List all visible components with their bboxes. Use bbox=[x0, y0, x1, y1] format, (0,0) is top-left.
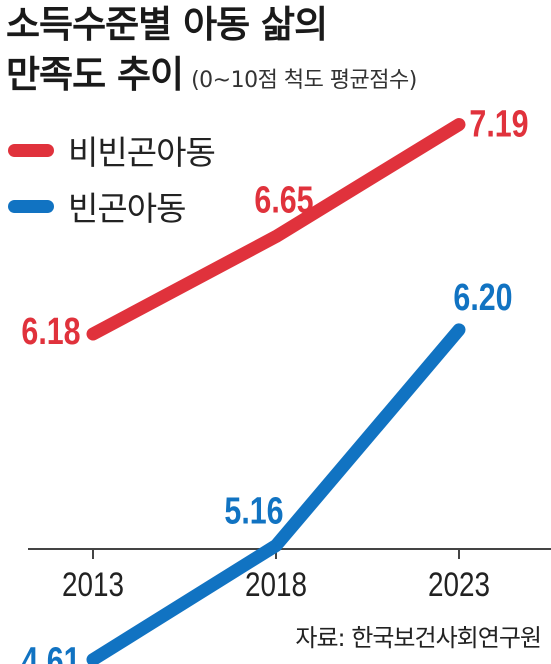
legend-label-non-poor: 비빈곤아동 bbox=[68, 133, 216, 172]
series-1-point-2018 bbox=[275, 544, 277, 547]
legend-swatch-non-poor bbox=[8, 143, 54, 157]
legend-item-poor: 빈곤아동 bbox=[8, 178, 215, 234]
series-1-label-2023: 6.20 bbox=[453, 277, 512, 319]
series-1-label-2013: 4.61 bbox=[21, 640, 80, 664]
series-0-label-2013: 6.18 bbox=[21, 311, 80, 353]
x-tick-label-2023: 2023 bbox=[428, 565, 490, 603]
source-note: 자료: 한국보건사회연구원 bbox=[295, 624, 542, 652]
legend: 비빈곤아동 빈곤아동 bbox=[8, 122, 216, 234]
legend-label-poor: 빈곤아동 bbox=[68, 189, 186, 228]
chart-title-line2: 만족도 추이 bbox=[6, 53, 184, 96]
chart-title: 소득수준별 아동 삶의 만족도 추이 (0~10점 척도 평균점수) bbox=[6, 0, 417, 106]
legend-swatch-poor bbox=[8, 199, 54, 213]
chart-title-line1: 소득수준별 아동 삶의 bbox=[6, 3, 328, 46]
legend-item-non-poor: 비빈곤아동 bbox=[8, 122, 216, 178]
series-1-point-2023 bbox=[458, 328, 460, 331]
series-0-point-2013 bbox=[92, 333, 94, 335]
series-0-label-2018: 6.65 bbox=[254, 179, 313, 221]
series-1-label-2018: 5.16 bbox=[224, 490, 283, 532]
x-tick-label-2018: 2018 bbox=[245, 565, 307, 603]
series-line-0 bbox=[86, 118, 466, 341]
series-1-point-2013 bbox=[92, 658, 94, 661]
series-0-point-2018 bbox=[275, 235, 277, 238]
series-0-label-2023: 7.19 bbox=[469, 103, 528, 145]
series-0-point-2023 bbox=[458, 123, 460, 126]
x-tick-label-2013: 2013 bbox=[62, 565, 124, 603]
chart-subtitle: (0~10점 척도 평균점수) bbox=[191, 68, 417, 93]
